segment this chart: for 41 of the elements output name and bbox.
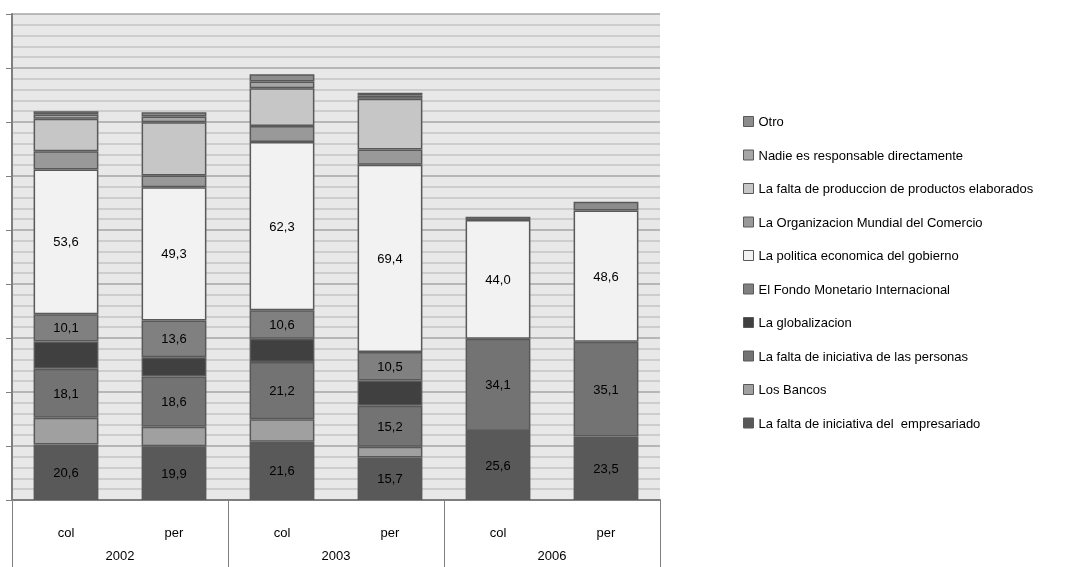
data-label: 15,7 <box>377 471 403 487</box>
legend-label: La globalizacion <box>758 315 852 330</box>
data-label: 10,5 <box>377 358 403 374</box>
x-tick-label: per <box>380 525 401 540</box>
x-tick-label: col <box>273 525 291 540</box>
data-label: 10,6 <box>269 317 295 332</box>
data-label: 25,6 <box>485 457 511 473</box>
data-label: 53,6 <box>53 234 79 250</box>
data-label: 21,6 <box>269 463 295 479</box>
data-label: 34,1 <box>485 377 511 393</box>
legend-label: La politica economica del gobierno <box>758 248 959 263</box>
data-label: 10,1 <box>53 320 79 336</box>
data-label: 13,6 <box>161 331 187 347</box>
legend-label: La falta de produccion de productos elaborados <box>758 181 1034 196</box>
legend-label: Los Bancos <box>758 382 827 397</box>
data-label: 20,6 <box>53 464 79 480</box>
x-tick-label: col <box>489 525 507 540</box>
data-label: 48,6 <box>593 268 619 284</box>
text: 2006 <box>537 547 567 563</box>
data-label: 18,6 <box>161 394 187 410</box>
x-tick-label: per <box>596 525 617 540</box>
x-tick-label: per <box>164 525 185 540</box>
legend-label: La falta de iniciativa del empresariado <box>758 415 981 431</box>
data-label: 23,5 <box>593 460 619 476</box>
legend-label: La falta de iniciativa de las personas <box>758 348 969 364</box>
data-label: 19,9 <box>161 465 187 481</box>
data-label: 35,1 <box>593 381 619 397</box>
legend-label: Nadie es responsable directamente <box>758 147 964 163</box>
data-label: 44,0 <box>485 271 511 287</box>
data-label: 49,3 <box>161 246 187 262</box>
data-label: 21,2 <box>269 383 295 399</box>
text: 2003 <box>321 547 351 563</box>
data-label: 15,2 <box>377 418 403 434</box>
text: 2002 <box>105 547 135 563</box>
data-label: 62,3 <box>269 218 295 234</box>
legend-label: El Fondo Monetario Internacional <box>758 281 951 297</box>
x-tick-label: col <box>57 525 75 540</box>
legend-label: La Organizacion Mundial del Comercio <box>758 214 983 230</box>
legend-label: Otro <box>758 114 784 129</box>
data-label: 18,1 <box>53 385 79 401</box>
data-label: 69,4 <box>377 250 403 266</box>
